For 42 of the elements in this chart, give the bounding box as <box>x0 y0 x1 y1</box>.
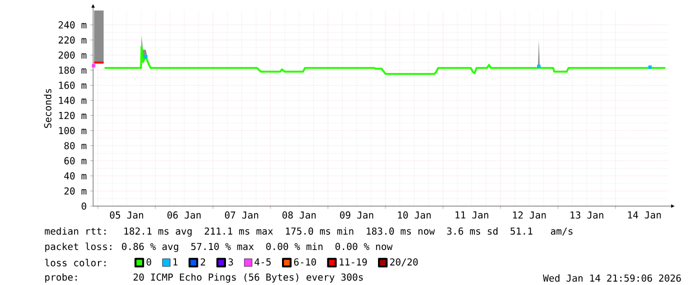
legend-label: 11-19 <box>340 258 367 266</box>
text: median rtt: 182.1 ms avg 211.1 ms max 175.0 ms min 183.0 ms now 3.6 ms sd 51.1 am/s <box>44 227 572 237</box>
y-tick-label: 0 <box>82 202 86 210</box>
legend-label: 1 <box>173 258 178 266</box>
y-tick-label: 240 m <box>58 21 86 29</box>
y-axis-title: Seconds <box>44 89 52 128</box>
legend-label: 4-5 <box>254 258 271 266</box>
legend-label: 6-10 <box>294 258 316 266</box>
x-tick-label: 08 Jan <box>282 212 316 219</box>
y-tick-label: 120 m <box>59 112 86 120</box>
y-tick-label: 160 m <box>59 82 86 90</box>
line-series <box>104 46 666 76</box>
y-tick-label: 220 m <box>58 36 86 44</box>
legend-label: 0 <box>146 258 152 266</box>
legend-label: 2 <box>200 258 206 266</box>
y-tick-label: 140 m <box>59 96 86 104</box>
y-tick-label: 20 m <box>64 188 86 195</box>
x-tick-label: 06 Jan <box>167 212 201 219</box>
x-tick-label: 11 Jan <box>456 212 488 219</box>
y-tick-label: 60 m <box>64 157 86 165</box>
text: packet loss: 0.86 % avg 57.10 % max 0.00 % min 0.00 % now <box>45 242 393 252</box>
legend-label: 3 <box>228 258 233 266</box>
text: probe: 20 ICMP Echo Pings (56 Bytes) every 300s <box>45 273 363 283</box>
legend-label: 20/20 <box>390 258 418 266</box>
x-tick-label: 13 Jan <box>570 212 604 219</box>
point <box>648 66 652 70</box>
x-tick-label: 07 Jan <box>224 212 258 219</box>
x-tick-label: 05 Jan <box>110 212 144 219</box>
point <box>144 55 148 58</box>
y-tick-label: 40 m <box>64 172 86 180</box>
y-tick-label: 100 m <box>59 127 86 134</box>
x-tick-label: 10 Jan <box>398 212 431 219</box>
x-tick-label: 12 Jan <box>513 212 546 219</box>
y-tick-label: 200 m <box>58 52 86 59</box>
point <box>537 64 541 68</box>
point <box>92 64 96 68</box>
x-tick-label: 09 Jan <box>340 212 374 219</box>
text: Wed Jan 14 21:59:06 2026 <box>542 274 681 282</box>
y-tick-label: 180 m <box>59 66 86 74</box>
x-tick-label: 14 Jan <box>628 212 661 219</box>
y-tick-label: 80 m <box>64 142 86 150</box>
text: loss color: <box>45 259 106 267</box>
